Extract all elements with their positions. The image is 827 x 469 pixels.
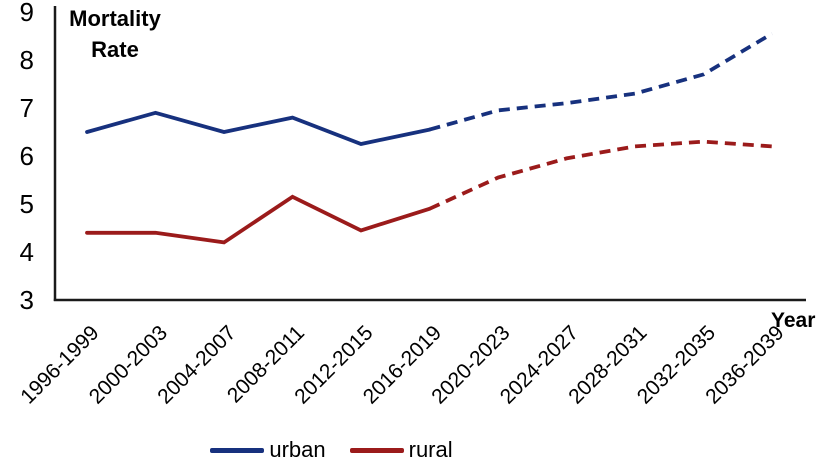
y-tick-label: 3 [20,285,34,315]
y-tick-label: 4 [20,237,34,267]
chart-title: Mortality Rate [62,3,168,65]
y-tick-label: 8 [20,45,34,75]
chart-title-line1: Mortality [69,6,161,31]
legend-label-rural: rural [408,437,453,462]
y-tick-label: 7 [20,93,34,123]
y-axis-tick-labels: 3 4 5 6 7 8 9 [20,0,34,315]
legend-label-urban: urban [269,437,326,462]
rural-line-solid [85,194,432,245]
x-axis-title: Year [771,309,816,332]
rural-line-swatch [349,447,404,453]
urban-line-swatch [210,447,265,453]
rural-line-dashed [428,139,773,211]
x-axis-tick-labels: 1996-19992000-20032004-20072008-20112012… [16,321,788,408]
legend-item-rural: rural [349,437,453,463]
legend: urban rural [0,437,745,463]
data-series-lines [85,31,773,245]
legend-item-urban: urban [210,437,326,463]
urban-line-solid [85,110,432,146]
chart-title-line2: Rate [91,37,139,62]
y-tick-label: 9 [20,0,34,27]
y-tick-label: 5 [20,189,34,219]
urban-line-dashed [428,31,773,132]
y-tick-label: 6 [20,141,34,171]
